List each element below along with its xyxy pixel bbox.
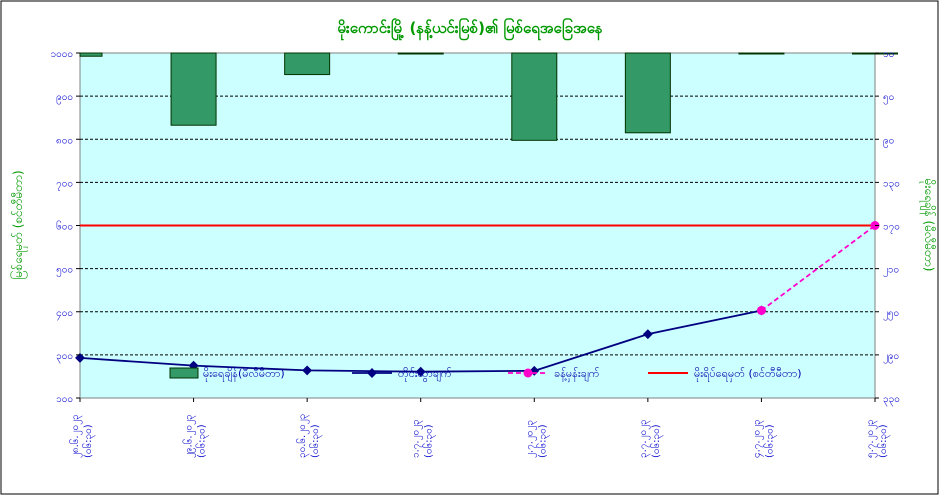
right-tick-label: ၅၀ [883, 92, 894, 105]
legend: မိုးရေချိန်(မီလီမီတာ) တိုင်းထွာချက် ခန့်မှ… [169, 367, 802, 382]
legend-threshold-label: မိုးရိပ်ရေမှတ် (စင်တီမီတာ) [694, 367, 802, 382]
right-tick-label: ၉၀ [883, 135, 894, 148]
rainfall-bar [511, 52, 558, 141]
right-tick-label: ၃၃၀ [883, 394, 900, 407]
right-tick-label: ၁၀ [883, 49, 894, 60]
x-tick-date: ၂၈.၆.၂၀၂၃ [68, 414, 83, 458]
rainfall-bar [284, 52, 331, 76]
rainfall-bar [79, 52, 103, 57]
x-tick-date: ၃၀.၆.၂၀၂၃ [295, 414, 310, 458]
x-axis-ticks: ၂၈.၆.၂၀၂၃ (၀၆:၃၀) ၂၉.၆.၂၀၂၃ (၀၆:၃၀) ၃၀.၆.၂၀၂… [68, 398, 891, 458]
right-tick-label: ၂၁၀ [883, 265, 899, 278]
rainfall-bars [79, 52, 898, 141]
x-tick-date: ၂၉.၆.၂၀၂၃ [182, 414, 197, 458]
left-tick-label: ၄၀၀ [56, 308, 73, 321]
left-tick-label: ၉၀၀ [56, 92, 73, 105]
rainfall-bar [170, 52, 217, 126]
x-tick-time: (၀၆:၃၀) [762, 424, 777, 458]
legend-measured-label: တိုင်းထွာချက် [398, 367, 452, 382]
x-tick-time: (၀၆:၃၀) [308, 424, 323, 458]
x-tick-label-group: ၄.၇.၂၀၂၃ (၀၆:၃၀) [751, 419, 777, 458]
left-tick-label: ၁၀၀၀ [51, 49, 74, 60]
measured-point [642, 329, 653, 340]
legend-forecast-label: ခန့်မှန်းချက် [554, 367, 600, 382]
right-tick-label: ၂၉၀ [883, 351, 899, 364]
x-tick-time: (၀၆:၃၀) [876, 424, 891, 458]
x-tick-date: ၅.၇.၂၀၂၃ [865, 419, 878, 458]
legend-forecast-marker [523, 368, 533, 378]
rainfall-bar [738, 52, 785, 55]
left-tick-label: ၆၀၀ [56, 220, 73, 233]
x-tick-time: (၀၆:၃၀) [195, 424, 210, 458]
x-tick-date: ၁.၇.၂၀၂၃ [411, 419, 424, 458]
x-tick-label-group: ၂၉.၆.၂၀၂၃ (၀၆:၃၀) [182, 414, 210, 458]
measured-point [415, 366, 426, 377]
forecast-point [756, 305, 766, 315]
rainfall-bar [624, 52, 671, 134]
x-tick-time: (၀၆:၃၀) [535, 424, 550, 458]
x-tick-time: (၀၆:၃၀) [649, 424, 664, 458]
left-tick-label: ၃၀၀ [56, 351, 73, 364]
left-tick-label: ၇၀၀ [56, 178, 73, 191]
right-tick-label: ၁၇၀ [883, 222, 900, 235]
legend-bar-swatch [169, 367, 199, 379]
x-tick-date: ၃.၇.၂၀၂၃ [638, 419, 651, 458]
x-tick-label-group: ၃.၇.၂၀၂၃ (၀၆:၃၀) [638, 419, 664, 458]
rainfall-bar [397, 52, 444, 55]
x-tick-time: (၀၆:၃၀) [81, 424, 96, 458]
left-tick-label: ၁၀၀ [56, 394, 73, 405]
x-tick-label-group: ၂၈.၆.၂၀၂၃ (၀၆:၃၀) [68, 414, 96, 458]
right-tick-label: ၁၃၀ [883, 178, 900, 191]
x-tick-date: ၄.၇.၂၀၂၃ [751, 419, 764, 458]
left-tick-label: ၅၀၀ [56, 265, 73, 278]
x-tick-label-group: ၂.၇.၂၀၂၃ (၀၆:၃၀) [524, 420, 550, 458]
left-tick-label: ၈၀၀ [56, 135, 73, 146]
x-tick-label-group: ၅.၇.၂၀၂၃ (၀၆:၃၀) [865, 419, 891, 458]
right-tick-label: ၂၅၀ [883, 308, 899, 321]
x-tick-date: ၂.၇.၂၀၂၃ [524, 420, 537, 458]
measured-point [302, 365, 313, 376]
legend-bar-label: မိုးရေချိန်(မီလီမီတာ) [203, 367, 285, 382]
legend-measured-marker [367, 368, 377, 378]
x-tick-time: (၀၆:၃၀) [422, 424, 437, 458]
right-axis-title: မိုးရေချိန် (မီလီမီတာ) [919, 179, 937, 272]
x-tick-label-group: ၃၀.၆.၂၀၂၃ (၀၆:၃၀) [295, 414, 323, 458]
x-tick-label-group: ၁.၇.၂၀၂၃ (၀၆:၃၀) [411, 419, 437, 458]
left-axis-title: မြစ်ရေမှတ် (စင်တီမီတာ) [9, 170, 28, 279]
